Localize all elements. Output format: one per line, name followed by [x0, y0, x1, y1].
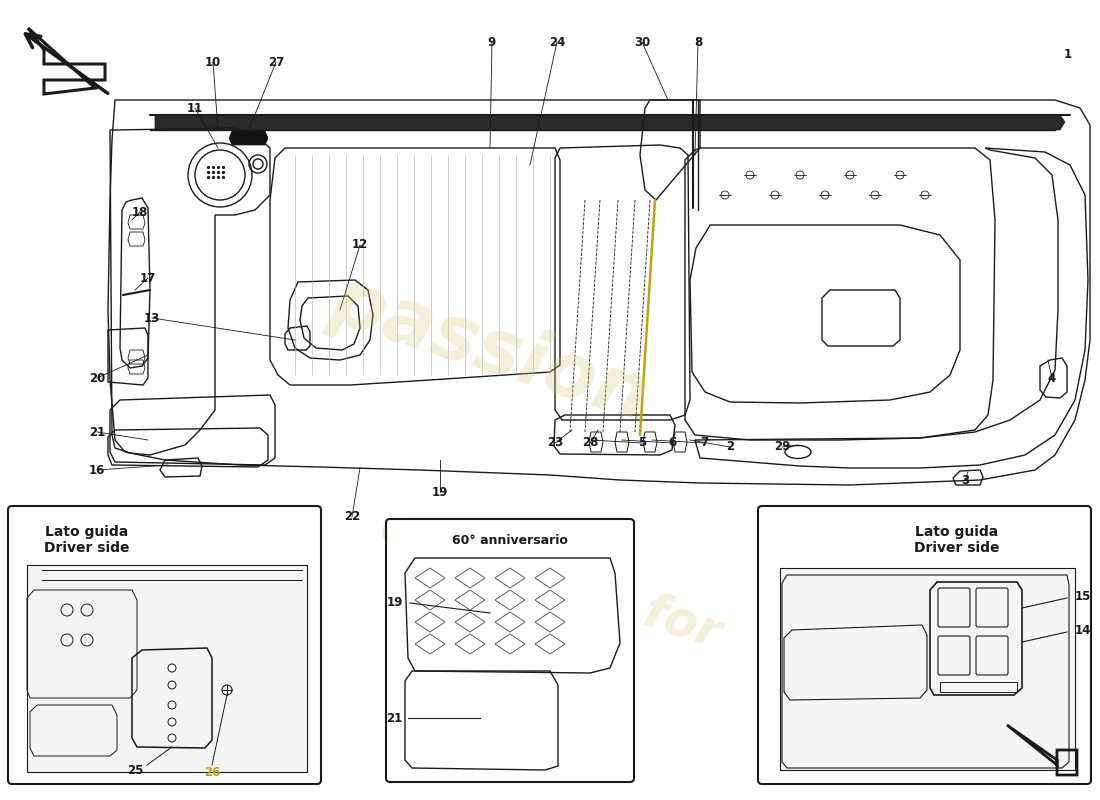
Text: 11: 11 — [187, 102, 204, 114]
Text: 17: 17 — [140, 271, 156, 285]
Text: 6: 6 — [668, 437, 676, 450]
FancyBboxPatch shape — [386, 519, 634, 782]
Text: 20: 20 — [89, 371, 106, 385]
Text: e passion for: e passion for — [374, 502, 726, 658]
Text: 26: 26 — [204, 766, 220, 778]
Text: 25: 25 — [126, 763, 143, 777]
Text: Driver side: Driver side — [44, 541, 130, 555]
Text: 3: 3 — [961, 474, 969, 486]
Text: passion: passion — [321, 264, 659, 436]
Polygon shape — [28, 565, 307, 772]
Text: 9: 9 — [488, 35, 496, 49]
Text: 1: 1 — [1064, 49, 1072, 62]
Text: 7: 7 — [700, 437, 708, 450]
Polygon shape — [229, 131, 268, 145]
Text: 18: 18 — [132, 206, 148, 218]
Text: 19: 19 — [386, 597, 403, 610]
Text: 22: 22 — [344, 510, 360, 523]
Text: 21: 21 — [386, 711, 402, 725]
Text: 12: 12 — [352, 238, 368, 251]
Text: 14: 14 — [1075, 623, 1091, 637]
Text: 23: 23 — [547, 437, 563, 450]
Text: 4: 4 — [1048, 371, 1056, 385]
Text: Driver side: Driver side — [914, 541, 1000, 555]
Text: 19: 19 — [432, 486, 448, 498]
Text: 27: 27 — [268, 55, 284, 69]
Text: 60° anniversario: 60° anniversario — [452, 534, 568, 547]
Text: 2: 2 — [726, 441, 734, 454]
Text: 30: 30 — [634, 35, 650, 49]
Text: 5: 5 — [638, 437, 646, 450]
Text: 24: 24 — [549, 35, 565, 49]
Text: 10: 10 — [205, 55, 221, 69]
Text: 8: 8 — [694, 35, 702, 49]
Text: 28: 28 — [582, 437, 598, 450]
Text: 15: 15 — [1075, 590, 1091, 602]
Text: Lato guida: Lato guida — [915, 525, 999, 539]
Polygon shape — [780, 568, 1075, 770]
Text: 16: 16 — [89, 463, 106, 477]
Text: 29: 29 — [773, 441, 790, 454]
Text: 13: 13 — [144, 311, 161, 325]
Text: 21: 21 — [89, 426, 106, 438]
Polygon shape — [155, 115, 1065, 130]
FancyBboxPatch shape — [758, 506, 1091, 784]
Text: Lato guida: Lato guida — [45, 525, 129, 539]
FancyBboxPatch shape — [8, 506, 321, 784]
